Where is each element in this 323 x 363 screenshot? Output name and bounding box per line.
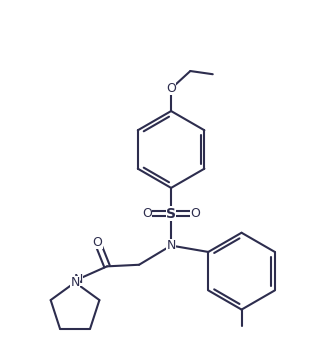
Text: O: O [166,82,176,95]
Text: N: N [74,273,83,286]
Text: O: O [92,236,102,249]
Text: O: O [142,207,152,220]
Text: O: O [190,207,200,220]
Text: N: N [70,276,80,289]
Text: S: S [166,207,176,220]
Text: N: N [166,239,176,252]
